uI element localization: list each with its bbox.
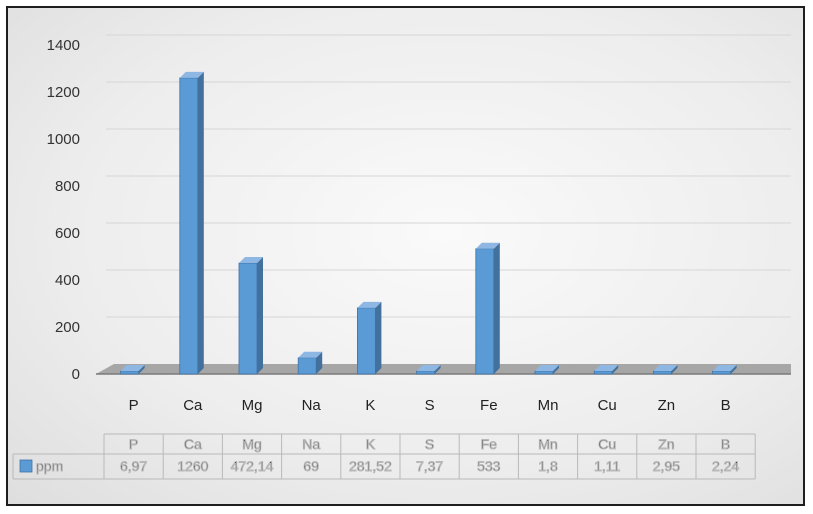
bar-S: [416, 365, 441, 375]
bar-side: [730, 365, 737, 374]
bar-P: [120, 365, 145, 375]
bar-Zn: [653, 365, 678, 375]
x-tick-labels: P Ca Mg Na K S Fe Mn Cu Zn B: [129, 397, 731, 414]
table-value-cell: 2,95: [653, 458, 680, 474]
chart-frame: 0 200 400 600 800 1000 1200 1400 P Ca Mg Na K S Fe Mn Cu…: [6, 6, 805, 506]
table-header-cell: Mg: [242, 436, 261, 452]
bar-side: [316, 351, 323, 374]
bar-front: [416, 370, 436, 375]
table-header-cell: Na: [302, 436, 320, 452]
bar-top: [357, 301, 382, 308]
x-tick-label: K: [365, 397, 375, 414]
bar-side: [375, 301, 382, 374]
table-value-cell: 2,24: [712, 458, 739, 474]
bar-Na: [297, 351, 323, 375]
x-tick-label: S: [425, 397, 435, 414]
table-value-cell: 1,8: [538, 458, 558, 474]
bar-side: [257, 257, 263, 374]
series-name: ppm: [36, 458, 63, 474]
table-value-cell: 69: [303, 458, 319, 474]
table-value-cell: 472,14: [231, 458, 274, 474]
table-header-cell: Mn: [538, 436, 557, 452]
bar-top: [535, 365, 559, 371]
bar-top: [712, 365, 737, 371]
y-tick-label: 0: [72, 366, 80, 383]
bar-front: [475, 248, 495, 375]
bar-Mn: [534, 365, 559, 375]
bar-front: [534, 370, 554, 375]
gridlines: [106, 34, 791, 318]
table-header-cell: K: [366, 436, 376, 452]
table-value-cell: 281,52: [349, 458, 392, 474]
bar-side: [612, 365, 619, 374]
x-tick-label: Na: [302, 397, 322, 414]
x-tick-label: Mn: [538, 397, 559, 414]
x-tick-label: Fe: [480, 397, 498, 414]
y-tick-label: 1200: [47, 84, 80, 101]
bar-side: [553, 365, 559, 374]
legend-swatch: [19, 459, 33, 473]
table-header-cell: Fe: [481, 436, 498, 452]
y-tick-label: 1400: [47, 37, 80, 54]
table-value-cell: 1260: [177, 458, 208, 474]
x-tick-label: Mg: [242, 397, 263, 414]
bar-side: [671, 365, 678, 374]
y-tick-label: 1000: [47, 131, 80, 148]
bar-top: [653, 365, 678, 371]
bar-top: [298, 351, 323, 358]
bar-top: [179, 71, 204, 78]
table-header-cell: Cu: [598, 436, 616, 452]
bar-front: [120, 370, 139, 375]
y-tick-label: 200: [55, 319, 80, 336]
table-value-cell: 1,11: [594, 458, 620, 474]
bar-B: [712, 365, 737, 375]
table-value-cell: 533: [477, 458, 501, 474]
bar-side: [197, 71, 204, 375]
bar-Fe: [475, 242, 500, 375]
table-header-cell: P: [129, 436, 138, 452]
bar-Cu: [593, 365, 619, 375]
bar-Ca: [179, 71, 204, 375]
bar-front: [653, 370, 672, 375]
y-tick-label: 600: [55, 225, 80, 242]
bar-top: [594, 365, 619, 371]
bar-K: [356, 301, 382, 375]
bar-top: [239, 257, 263, 264]
table-value-cell: 7,37: [416, 458, 443, 474]
table-header-cell: B: [721, 436, 730, 452]
chart-svg: 0 200 400 600 800 1000 1200 1400 P Ca Mg Na K S Fe Mn Cu…: [12, 34, 791, 480]
bars: [120, 71, 737, 375]
bar-side: [138, 365, 145, 374]
table-header-cell: Ca: [184, 436, 202, 452]
bar-front: [179, 77, 199, 375]
table-header-cell: Zn: [658, 436, 674, 452]
bar-front: [297, 357, 317, 375]
bar-side: [434, 365, 441, 374]
x-tick-label: Ca: [183, 397, 203, 414]
table-value-cell: 6,97: [120, 458, 147, 474]
x-tick-label: Zn: [658, 397, 676, 414]
y-tick-label: 800: [55, 178, 80, 195]
bar-Mg: [238, 257, 263, 375]
x-tick-label: P: [129, 397, 139, 414]
bar-front: [356, 307, 376, 375]
bar-front: [712, 370, 731, 375]
bar-top: [416, 365, 441, 371]
x-tick-label: Cu: [598, 397, 617, 414]
bar-side: [493, 242, 500, 374]
bar-front: [238, 262, 258, 375]
table-header-cell: S: [425, 436, 434, 452]
x-tick-label: B: [721, 397, 731, 414]
bar-top: [475, 242, 500, 249]
y-tick-label: 400: [55, 272, 80, 289]
bar-front: [593, 370, 613, 375]
bar-top: [120, 365, 145, 371]
